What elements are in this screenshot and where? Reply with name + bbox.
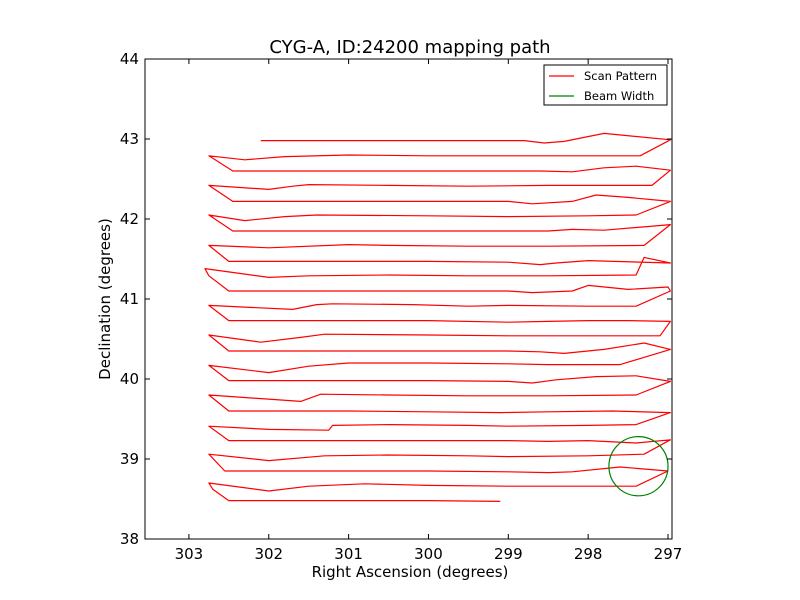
x-tick-label: 298	[574, 545, 603, 563]
x-tick-label: 301	[334, 545, 363, 563]
legend: Scan Pattern Beam Width	[543, 64, 668, 106]
chart-title: CYG-A, ID:24200 mapping path	[269, 37, 550, 58]
legend-box	[543, 64, 668, 106]
beam-width-circle	[608, 436, 669, 497]
y-tick-label: 38	[120, 530, 139, 548]
x-axis-label: Right Ascension (degrees)	[312, 563, 509, 581]
y-axis: 38 39 40 41 42 43 44	[120, 50, 672, 548]
x-tick-label: 297	[654, 545, 683, 563]
y-tick-label: 39	[120, 450, 139, 468]
x-tick-label: 302	[254, 545, 283, 563]
x-tick-label: 303	[175, 545, 204, 563]
y-tick-label: 40	[120, 370, 139, 388]
scan-pattern-line	[204, 132, 672, 502]
y-tick-label: 41	[120, 290, 139, 308]
x-axis: 303 302 301 300 299 298 297	[175, 59, 683, 563]
plot-area	[204, 132, 672, 502]
y-axis-label: Declination (degrees)	[96, 218, 114, 380]
legend-label-scan-pattern: Scan Pattern	[584, 69, 657, 83]
y-tick-label: 43	[120, 130, 139, 148]
legend-label-beam-width: Beam Width	[584, 89, 654, 103]
x-tick-label: 299	[494, 545, 523, 563]
y-tick-label: 42	[120, 210, 139, 228]
y-tick-label: 44	[120, 50, 139, 68]
x-tick-label: 300	[414, 545, 443, 563]
